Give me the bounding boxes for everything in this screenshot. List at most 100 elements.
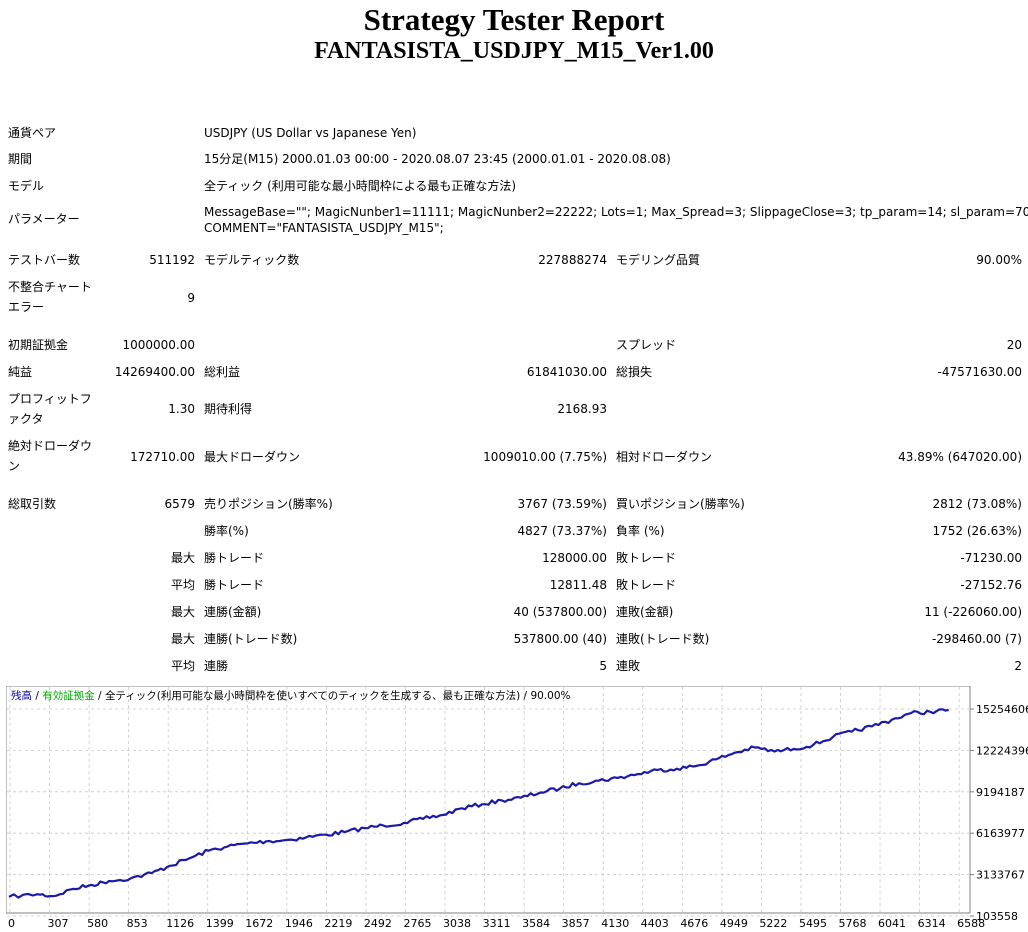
legend-equity: 有効証拠金 xyxy=(42,689,95,702)
ticks-value: 227888274 xyxy=(538,253,607,267)
consecutive-wins-count-value: 537800.00 (40) xyxy=(513,632,607,646)
relative-drawdown-value: 43.89% (647020.00) xyxy=(898,450,1022,464)
long-positions-label: 買いポジション(勝率%) xyxy=(616,497,745,511)
x-tick-label: 2765 xyxy=(403,917,431,930)
chart-legend: 残高 / 有効証拠金 / 全ティック(利用可能な最小時間枠を使いすべてのティック… xyxy=(11,689,570,702)
ticks-label: モデルティック数 xyxy=(204,253,300,267)
net-profit-label: 純益 xyxy=(8,365,33,379)
avg-win-trade-value: 12811.48 xyxy=(549,578,607,592)
avg-consecutive-losses-label: 連敗 xyxy=(616,659,641,673)
gross-loss-label: 総損失 xyxy=(616,365,653,379)
x-tick-label: 307 xyxy=(48,917,69,930)
y-tick-label: 103558 xyxy=(976,910,1018,923)
legend-separator: / xyxy=(520,690,530,702)
spread-value: 20 xyxy=(1006,338,1022,352)
period-label: 期間 xyxy=(8,152,33,166)
consecutive-wins-money-label: 連勝(金額) xyxy=(204,605,262,619)
absolute-drawdown-label-line-2: ン xyxy=(8,459,21,473)
consecutive-losses-money-value: 11 (-226060.00) xyxy=(924,605,1022,619)
quality-value: 90.00% xyxy=(976,253,1022,267)
x-tick-label: 1672 xyxy=(245,917,273,930)
loss-rate-label: 負率 (%) xyxy=(616,524,665,538)
win-rate-label: 勝率(%) xyxy=(204,524,249,538)
avg-win-trade-label: 勝トレード xyxy=(204,578,265,592)
bars-label: テストバー数 xyxy=(8,253,81,267)
mismatch-label-line-1: 不整合チャート xyxy=(8,280,92,294)
max-win-trade-value: 128000.00 xyxy=(542,551,607,565)
x-tick-label: 5768 xyxy=(839,917,867,930)
x-tick-label: 1399 xyxy=(206,917,234,930)
loss-rate-value: 1752 (26.63%) xyxy=(932,524,1022,538)
gross-profit-label: 総利益 xyxy=(204,365,241,379)
pair-value: USDJPY (US Dollar vs Japanese Yen) xyxy=(204,126,417,140)
y-tick-label: 3133767 xyxy=(976,869,1025,882)
max-win-trade-label: 勝トレード xyxy=(204,551,265,565)
absolute-drawdown-value: 172710.00 xyxy=(130,450,195,464)
report-title: Strategy Tester Report xyxy=(363,2,665,37)
model-label: モデル xyxy=(8,179,45,193)
deposit-value: 1000000.00 xyxy=(122,338,195,352)
x-tick-label: 4676 xyxy=(680,917,708,930)
x-tick-label: 4949 xyxy=(720,917,748,930)
max-loss-trade-value: -71230.00 xyxy=(960,551,1022,565)
chart-x-axis: 0 307 580 853 1126 1399 1672 1946 2219 2492 2765 30… xyxy=(8,917,985,930)
profit-factor-label-line-1: プロフィットフ xyxy=(8,392,92,406)
win-rate-value: 4827 (73.37%) xyxy=(517,524,607,538)
absolute-drawdown-label-line-1: 絶対ドローダウ xyxy=(8,439,93,453)
max-label: 最大 xyxy=(170,551,195,565)
bars-value: 511192 xyxy=(149,253,195,267)
short-positions-value: 3767 (73.59%) xyxy=(517,497,607,511)
x-tick-label: 2219 xyxy=(324,917,352,930)
mismatch-value: 9 xyxy=(187,291,195,305)
avg-consecutive-wins-value: 5 xyxy=(599,659,607,673)
profit-factor-label-line-2: ァクタ xyxy=(8,412,44,426)
total-trades-value: 6579 xyxy=(164,497,195,511)
x-tick-label: 853 xyxy=(127,917,148,930)
avg-loss-trade-value: -27152.76 xyxy=(960,578,1022,592)
y-tick-label: 9194187 xyxy=(976,786,1025,799)
x-tick-label: 5222 xyxy=(759,917,787,930)
gross-profit-value: 61841030.00 xyxy=(526,365,607,379)
legend-model: 全ティック(利用可能な最小時間枠を使いすべてのティックを生成する、最も正確な方法… xyxy=(105,689,520,702)
legend-separator: / xyxy=(32,690,42,702)
x-tick-label: 5495 xyxy=(799,917,827,930)
params-line-1: MessageBase=""; MagicNunber1=11111; Magi… xyxy=(204,205,1028,219)
x-tick-label: 0 xyxy=(8,917,15,930)
average-label: 平均 xyxy=(170,578,195,592)
max-drawdown-value: 1009010.00 (7.75%) xyxy=(483,450,607,464)
consecutive-wins-money-value: 40 (537800.00) xyxy=(513,605,607,619)
net-profit-value: 14269400.00 xyxy=(114,365,195,379)
mismatch-label-line-2: エラー xyxy=(8,300,45,314)
x-tick-label: 3038 xyxy=(443,917,471,930)
avg-loss-trade-label: 敗トレード xyxy=(616,578,677,592)
x-tick-label: 2492 xyxy=(364,917,392,930)
total-trades-label: 総取引数 xyxy=(8,497,57,511)
gross-loss-value: -47571630.00 xyxy=(937,365,1023,379)
consecutive-wins-count-label: 連勝(トレード数) xyxy=(204,632,298,646)
expected-payoff-value: 2168.93 xyxy=(557,402,607,416)
max-drawdown-label: 最大ドローダウン xyxy=(204,450,301,464)
spread-label: スプレッド xyxy=(616,338,677,352)
x-tick-label: 6041 xyxy=(878,917,906,930)
chart-grid xyxy=(7,687,969,917)
relative-drawdown-label: 相対ドローダウン xyxy=(616,450,713,464)
x-tick-label: 4403 xyxy=(641,917,669,930)
y-tick-label: 15254606 xyxy=(976,703,1028,716)
quality-label: モデリング品質 xyxy=(616,253,701,267)
max-label: 最大 xyxy=(170,632,195,646)
x-tick-label: 3857 xyxy=(562,917,590,930)
deposit-label: 初期証拠金 xyxy=(8,338,69,352)
x-tick-label: 6588 xyxy=(957,917,985,930)
chart-y-axis: 15254606 12224396 9194187 6163977 3133767 103… xyxy=(970,703,1028,923)
consecutive-losses-count-value: -298460.00 (7) xyxy=(931,632,1022,646)
y-tick-label: 6163977 xyxy=(976,827,1025,840)
balance-chart: 0 307 580 853 1126 1399 1672 1946 2219 2492 2765 30… xyxy=(6,686,1028,930)
x-tick-label: 1946 xyxy=(285,917,313,930)
legend-balance: 残高 xyxy=(11,689,32,702)
pair-label: 通貨ペア xyxy=(8,126,57,140)
period-value: 15分足(M15) 2000.01.03 00:00 - 2020.08.07 … xyxy=(204,152,671,166)
consecutive-losses-money-label: 連敗(金額) xyxy=(616,605,674,619)
y-tick-label: 12224396 xyxy=(976,744,1028,757)
x-tick-label: 1126 xyxy=(166,917,194,930)
report-subtitle: FANTASISTA_USDJPY_M15_Ver1.00 xyxy=(314,38,714,64)
